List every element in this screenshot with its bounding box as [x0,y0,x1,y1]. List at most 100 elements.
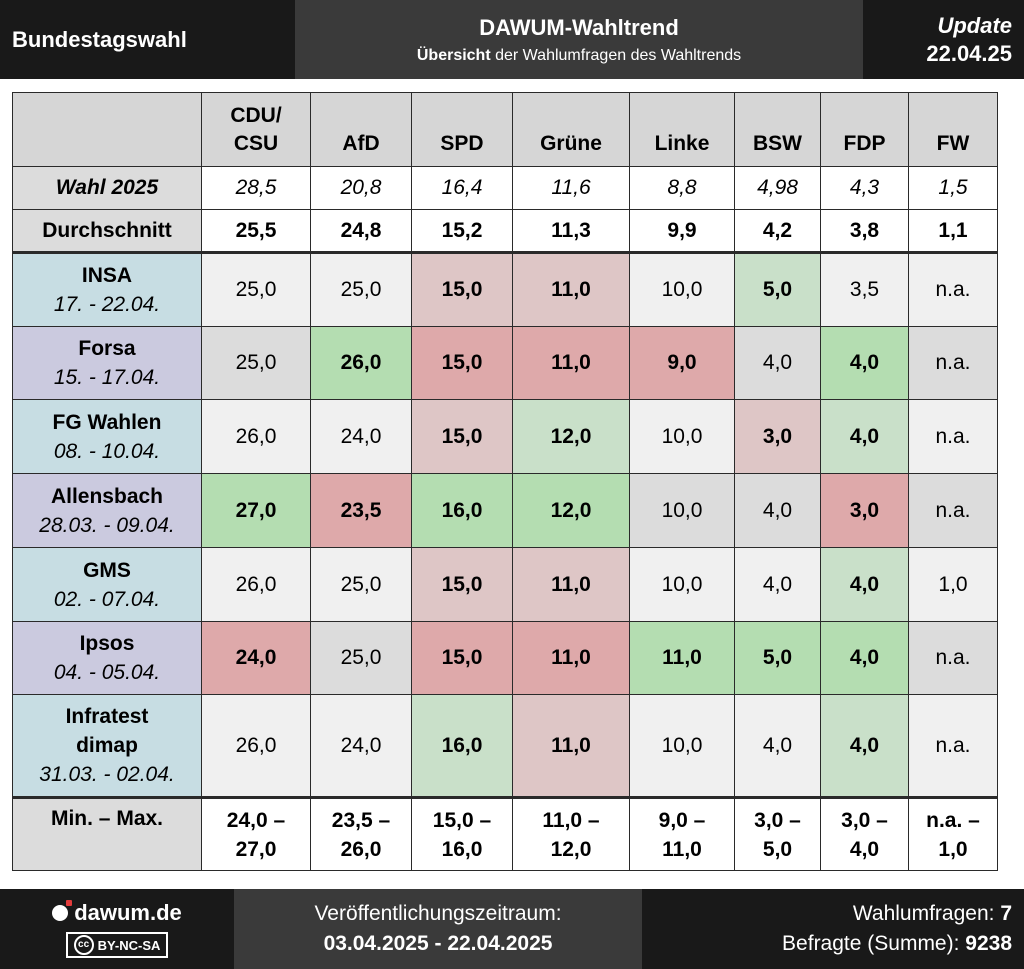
footer-period: Veröffentlichungszeitraum: 03.04.2025 - … [234,889,642,969]
poll-value: 25,0 [201,326,311,400]
poll-value: 4,0 [820,326,909,400]
dawum-logo[interactable]: dawum.de [52,900,182,926]
average-value: 24,8 [310,209,412,253]
poll-value: 9,0 [629,326,735,400]
poll-value: 15,0 [411,326,513,400]
minmax-value: n.a. –1,0 [908,796,998,871]
col-header-spd: SPD [411,92,513,167]
election-value: 8,8 [629,166,735,210]
party-header-row: CDU/CSU AfD SPD Grüne Linke BSW FDP FW [12,92,998,167]
poll-row-gms: GMS 02. - 07.04. 26,0 25,0 15,0 11,0 10,0… [12,547,998,622]
institute-name: INSA [81,264,133,287]
poll-count: Wahlumfragen: 7 [852,902,1012,925]
col-header-gruene: Grüne [512,92,630,167]
poll-value: 4,0 [734,473,821,548]
col-header-bsw: BSW [734,92,821,167]
poll-label-infratest: Infratest dimap 31.03. - 02.04. [12,694,202,798]
period-value: 03.04.2025 - 22.04.2025 [323,932,553,955]
poll-label-forsa: Forsa 15. - 17.04. [12,326,202,400]
footer-brand: dawum.de cc BY-NC-SA [0,889,234,969]
col-header-cdu: CDU/CSU [201,92,311,167]
minmax-value: 3,0 –4,0 [820,796,909,871]
poll-value: n.a. [908,694,998,798]
poll-value: n.a. [908,473,998,548]
page-subtitle: Übersicht der Wahlumfragen des Wahltrend… [416,46,742,64]
poll-value: 26,0 [201,694,311,798]
poll-value: n.a. [908,621,998,695]
poll-value: 15,0 [411,621,513,695]
average-value: 25,5 [201,209,311,253]
period-label: Veröffentlichungszeitraum: [314,902,562,925]
poll-value: 25,0 [310,547,412,622]
poll-value: 26,0 [201,547,311,622]
poll-value: 15,0 [411,547,513,622]
minmax-value: 9,0 –11,0 [629,796,735,871]
poll-value: 23,5 [310,473,412,548]
average-value: 1,1 [908,209,998,253]
respondent-count: Befragte (Summe): 9238 [782,932,1012,955]
poll-value: 3,0 [734,399,821,474]
poll-label-fg-wahlen: FG Wahlen 08. - 10.04. [12,399,202,474]
election-title: Bundestagswahl [12,26,187,52]
poll-row-forsa: Forsa 15. - 17.04. 25,0 26,0 15,0 11,0 9,… [12,326,998,400]
minmax-value: 24,0 –27,0 [201,796,311,871]
poll-date: 15. - 17.04. [53,366,161,389]
poll-value: 1,0 [908,547,998,622]
poll-value: 10,0 [629,399,735,474]
election-value: 4,98 [734,166,821,210]
poll-value: 5,0 [734,251,821,327]
poll-value: 4,0 [734,326,821,400]
election-value: 16,4 [411,166,513,210]
poll-value: n.a. [908,326,998,400]
poll-value: 25,0 [201,251,311,327]
poll-value: 25,0 [310,251,412,327]
poll-date: 08. - 10.04. [53,439,161,463]
institute-name: Allensbach [50,484,164,508]
minmax-value: 11,0 –12,0 [512,796,630,871]
average-row: Durchschnitt 25,5 24,8 15,2 11,3 9,9 4,2… [12,209,998,253]
poll-value: 10,0 [629,694,735,798]
average-value: 9,9 [629,209,735,253]
institute-name: Ipsos [79,632,135,655]
institute-name: Infratest [65,705,149,728]
election-value: 1,5 [908,166,998,210]
poll-value: 15,0 [411,399,513,474]
poll-label-ipsos: Ipsos 04. - 05.04. [12,621,202,695]
minmax-value: 15,0 –16,0 [411,796,513,871]
institute-name: dimap [76,734,138,757]
table-corner [12,92,202,167]
col-header-fw: FW [908,92,998,167]
poll-value: 12,0 [512,399,630,474]
election-value: 28,5 [201,166,311,210]
poll-value: 5,0 [734,621,821,695]
poll-value: 25,0 [310,621,412,695]
poll-value: 3,0 [820,473,909,548]
poll-row-fg-wahlen: FG Wahlen 08. - 10.04. 26,0 24,0 15,0 12,… [12,399,998,474]
poll-date: 04. - 05.04. [53,661,161,684]
poll-value: 24,0 [201,621,311,695]
poll-label-allensbach: Allensbach 28.03. - 09.04. [12,473,202,548]
page-title: DAWUM-Wahltrend [479,14,679,40]
header-update: Update 22.04.25 [863,0,1024,79]
poll-value: 10,0 [629,473,735,548]
institute-name: FG Wahlen [52,410,162,434]
poll-value: 26,0 [310,326,412,400]
election-row: Wahl 2025 28,5 20,8 16,4 11,6 8,8 4,98 4… [12,166,998,210]
col-header-linke: Linke [629,92,735,167]
poll-value: 16,0 [411,694,513,798]
poll-value: 10,0 [629,547,735,622]
poll-value: 11,0 [512,621,630,695]
poll-value: 24,0 [310,399,412,474]
poll-date: 28.03. - 09.04. [39,513,175,537]
dawum-logo-icon [52,900,73,921]
poll-value: 4,0 [734,547,821,622]
poll-row-allensbach: Allensbach 28.03. - 09.04. 27,0 23,5 16,0… [12,473,998,548]
poll-value: 26,0 [201,399,311,474]
poll-value: 4,0 [820,399,909,474]
update-label: Update [937,12,1012,38]
poll-value: 11,0 [512,547,630,622]
poll-date: 17. - 22.04. [53,293,161,316]
poll-value: 12,0 [512,473,630,548]
poll-value: n.a. [908,251,998,327]
license-badge[interactable]: cc BY-NC-SA [65,932,169,958]
